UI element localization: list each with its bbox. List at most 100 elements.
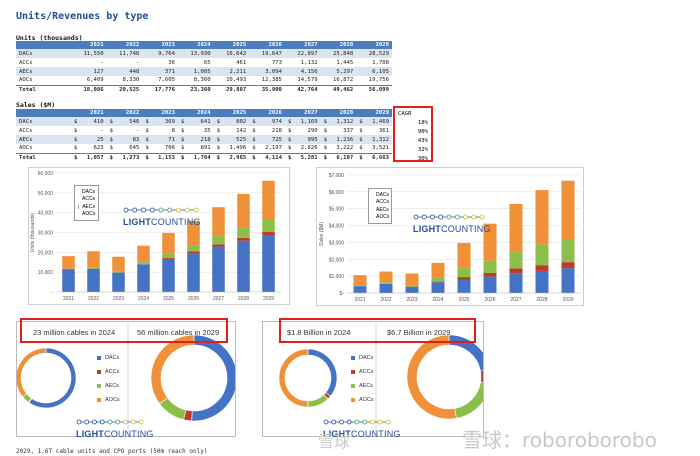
currency-symbol: $ bbox=[287, 118, 292, 125]
currency-symbol: $ bbox=[109, 118, 114, 125]
legend-swatch bbox=[97, 370, 101, 374]
table-cell: 3,094 bbox=[249, 67, 285, 76]
legend-label: ACCs bbox=[105, 369, 120, 375]
table-cell: 4,156 bbox=[284, 67, 321, 76]
table-cell: $2,965 bbox=[213, 152, 250, 162]
table-cell: 35,900 bbox=[249, 84, 285, 94]
table-cell: $6,663 bbox=[356, 152, 392, 162]
table-cell: 25,848 bbox=[320, 49, 357, 58]
currency-symbol: $ bbox=[359, 118, 363, 125]
table-cell: $337 bbox=[321, 126, 357, 135]
table-cell: $525 bbox=[213, 135, 250, 144]
y-tick-label: $1,000 bbox=[329, 274, 345, 280]
currency-symbol: $ bbox=[359, 154, 363, 161]
currency-symbol: $ bbox=[323, 136, 327, 143]
table-row: AOCs 6,409 8,330 7,605 8,360 10,493 12,385 14,5… bbox=[16, 76, 392, 86]
bar-segment-aocs bbox=[405, 273, 419, 286]
logo-text: COUNTING bbox=[441, 224, 491, 234]
cagr-value: 32% bbox=[417, 147, 428, 153]
currency-symbol: $ bbox=[74, 127, 78, 134]
currency-symbol: $ bbox=[252, 154, 256, 161]
legend-item: DACs bbox=[78, 188, 95, 196]
bar-segment-aecs bbox=[483, 260, 497, 273]
logo-text: COUNTING bbox=[351, 429, 401, 439]
table-cell: $974 bbox=[249, 117, 285, 126]
bar-segment-dacs bbox=[112, 272, 125, 292]
currency-symbol: $ bbox=[359, 136, 363, 143]
cell-value: 802 bbox=[236, 118, 247, 125]
cell-value: 3,222 bbox=[336, 145, 354, 152]
row-label: Total bbox=[16, 84, 71, 94]
legend-label: AECs bbox=[376, 206, 389, 213]
x-tick-label: 2027 bbox=[510, 297, 521, 303]
bar-segment-aecs bbox=[561, 240, 575, 263]
currency-symbol: $ bbox=[216, 127, 220, 134]
y-tick-label: 30,000 bbox=[38, 231, 54, 237]
table-cell: $1,312 bbox=[320, 117, 357, 126]
table-row: AOCs $623 $645 $706 $891 $1,496 $2,197 $2,826 $3… bbox=[16, 144, 392, 154]
year-header: 2021 bbox=[71, 41, 107, 49]
cagr-value: 90% bbox=[417, 129, 428, 135]
table-cell: 127 bbox=[71, 67, 107, 76]
table-row: AECs 127 448 371 1,005 2,211 3,094 4,156 5,297 6,… bbox=[16, 67, 392, 76]
cell-value: 5,281 bbox=[300, 154, 318, 161]
year-header: 2024 bbox=[177, 41, 214, 49]
table-cell: 22,897 bbox=[284, 49, 321, 58]
highlight-box bbox=[20, 318, 228, 343]
cell-value: 995 bbox=[307, 136, 318, 143]
table-cell: 23,360 bbox=[177, 84, 214, 94]
table-cell: 9,764 bbox=[142, 49, 178, 58]
table-cell: $361 bbox=[356, 126, 392, 135]
legend-label: DACs bbox=[376, 191, 390, 198]
logo-text-bold: LIGHT bbox=[413, 224, 441, 234]
donut-slice-dacs bbox=[191, 334, 235, 422]
y-tick-label: $6,000 bbox=[329, 190, 345, 196]
table-cell: 20,525 bbox=[106, 84, 143, 94]
table-cell: 8,330 bbox=[106, 76, 143, 86]
currency-symbol: $ bbox=[109, 127, 114, 134]
cell-value: 645 bbox=[129, 145, 140, 152]
table-cell: $1,496 bbox=[213, 144, 250, 154]
legend-swatch bbox=[97, 384, 101, 388]
bar-segment-aocs bbox=[431, 262, 445, 278]
cagr-value: 18% bbox=[417, 120, 428, 126]
legend-label: DACs bbox=[359, 355, 374, 361]
table-cell: $1,312 bbox=[356, 135, 392, 144]
sales-table: 2021 2022 2023 2024 2025 2026 2027 2028 2029 DACs… bbox=[16, 109, 392, 162]
donut-slice-aocs bbox=[17, 347, 47, 398]
table-cell: - bbox=[135, 59, 140, 66]
table-cell: $218 bbox=[249, 126, 285, 135]
table-cell: $3,222 bbox=[320, 144, 357, 154]
table-row: ACCs $ - $ - $8 $35 $142 $218 $290 $337 $361 bbox=[16, 126, 392, 135]
bar-segment-dacs bbox=[87, 268, 100, 292]
cell-value: 83 bbox=[132, 136, 140, 143]
table-cell: 14,579 bbox=[284, 76, 321, 86]
bar-segment-aocs bbox=[62, 256, 75, 269]
bar-segment-aocs bbox=[483, 223, 497, 261]
logo-text: COUNTING bbox=[104, 429, 154, 439]
cell-value: 1,057 bbox=[86, 154, 104, 161]
y-tick-label: 40,000 bbox=[38, 211, 54, 217]
table-row: ACCs - - 36 65 461 773 1,132 1,445 1,708 bbox=[16, 58, 392, 67]
currency-symbol: $ bbox=[109, 145, 114, 152]
year-header: 2026 bbox=[249, 109, 285, 117]
donut-slice-aocs bbox=[150, 334, 195, 405]
y-tick-label: 20,000 bbox=[38, 250, 54, 256]
bar-segment-aecs bbox=[87, 267, 100, 269]
y-axis-label: Sales ($M) bbox=[319, 222, 325, 247]
table-cell: $290 bbox=[285, 126, 321, 135]
table-row: Total $1,057 $1,273 $1,153 $1,784 $2,965 $4,11… bbox=[16, 152, 392, 162]
legend-label: AOCs bbox=[82, 211, 96, 218]
table-cell: $546 bbox=[106, 117, 143, 126]
cell-value: 71 bbox=[168, 136, 175, 143]
currency-symbol: $ bbox=[180, 127, 185, 134]
legend-label: DACs bbox=[105, 355, 120, 361]
year-header: 2023 bbox=[142, 109, 178, 117]
lightcounting-logo: LIGHTCOUNTING bbox=[123, 198, 201, 227]
year-header: 2027 bbox=[284, 41, 321, 49]
table-cell: $725 bbox=[249, 135, 285, 144]
donut-caption: 56 million cables in 2029 bbox=[137, 328, 220, 337]
legend-item: AOCs bbox=[372, 214, 389, 222]
currency-symbol: $ bbox=[74, 118, 78, 125]
donut-slice-aocs bbox=[278, 348, 309, 408]
